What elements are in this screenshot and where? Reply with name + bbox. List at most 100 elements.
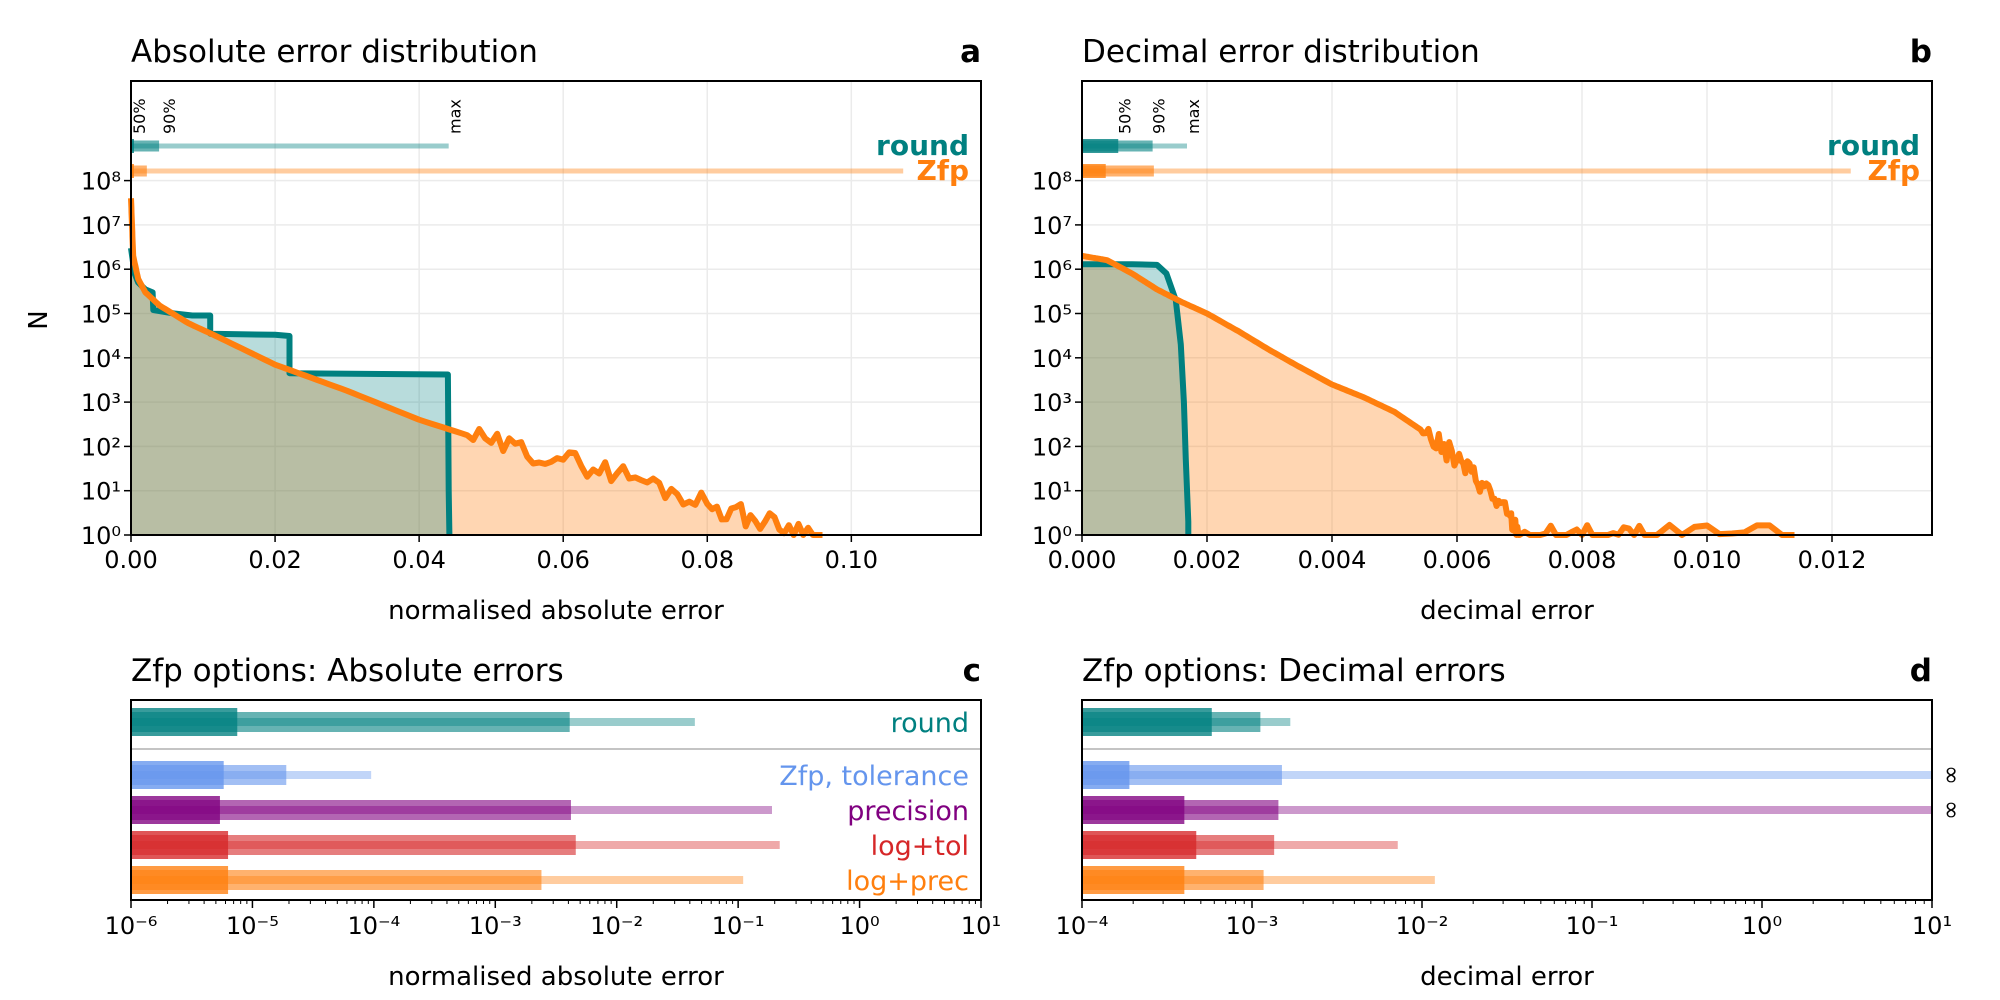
x-tick-label: 10⁰ [839, 912, 879, 940]
percentile-label: max [446, 99, 465, 134]
y-tick-label: 10⁷ [81, 212, 121, 240]
x-tick-label: 0.000 [1048, 546, 1117, 574]
percentile-label: 90% [160, 98, 179, 134]
panel-letter: c [963, 653, 981, 689]
round-area [131, 248, 450, 535]
infinity-mark: ∞ [1938, 765, 1966, 785]
panel-letter: b [1910, 34, 1932, 70]
x-tick-label: 10⁻¹ [712, 912, 765, 940]
y-tick-label: 10⁷ [1032, 212, 1072, 240]
plot-frame [130, 80, 982, 536]
plot-frame [1081, 699, 1933, 901]
y-tick-label: 10⁶ [81, 256, 121, 284]
bar-p50 [131, 708, 238, 736]
x-tick-label: 0.00 [104, 546, 157, 574]
bar-label: log+prec [846, 866, 969, 897]
x-tick-label: 10¹ [1912, 912, 1952, 940]
y-tick-label: 10³ [1032, 389, 1072, 417]
plot-frame [130, 699, 982, 901]
bar-p50 [1082, 761, 1130, 789]
panel-title: Absolute error distribution [131, 34, 538, 70]
x-tick-label: 0.04 [392, 546, 445, 574]
y-tick-label: 10¹ [1032, 478, 1072, 506]
bar-p50 [131, 866, 229, 894]
y-axis-label: N [24, 310, 54, 329]
x-tick-label: 0.002 [1173, 546, 1242, 574]
bar-p90 [131, 712, 570, 732]
y-tick-label: 10⁰ [1032, 522, 1072, 550]
zfp-p50-bar [1082, 164, 1106, 178]
bar-label: round [891, 708, 969, 739]
bar-p90 [1082, 765, 1282, 785]
percentile-label: 90% [1150, 98, 1169, 134]
x-axis-label: normalised absolute error [388, 962, 724, 992]
bar-p50 [131, 796, 220, 824]
x-tick-label: 0.06 [536, 546, 589, 574]
bar-p50 [1082, 866, 1185, 894]
bar-max [1082, 771, 1932, 779]
x-axis-label: normalised absolute error [388, 596, 724, 626]
panel-title: Zfp options: Decimal errors [1082, 653, 1506, 689]
zfp-area [1082, 255, 1795, 535]
y-tick-label: 10⁵ [1032, 301, 1072, 329]
y-tick-label: 10⁰ [81, 522, 121, 550]
bar-label: precision [847, 796, 969, 827]
x-tick-label: 0.012 [1798, 546, 1867, 574]
x-tick-label: 10⁻⁶ [105, 912, 158, 940]
y-tick-label: 10⁶ [1032, 256, 1072, 284]
x-tick-label: 10⁻⁵ [226, 912, 279, 940]
y-tick-label: 10⁴ [81, 345, 121, 373]
x-tick-label: 0.02 [248, 546, 301, 574]
round-area [1082, 264, 1189, 535]
y-tick-label: 10⁸ [81, 168, 121, 196]
bar-label: Zfp, tolerance [779, 761, 969, 792]
bar-max [1082, 806, 1932, 814]
zfp-p90-bar [1082, 165, 1154, 177]
legend-zfp: Zfp [916, 154, 969, 187]
x-tick-label: 0.08 [681, 546, 734, 574]
zfp-line [128, 198, 823, 538]
x-tick-label: 10⁻³ [1226, 912, 1279, 940]
x-tick-label: 10⁻³ [469, 912, 522, 940]
panel-c: round Zfp, tolerance precision log+tol log+p… [105, 653, 1002, 992]
panel-letter: a [960, 34, 981, 70]
x-tick-label: 0.006 [1423, 546, 1492, 574]
bar-p90 [131, 835, 576, 855]
bar-p50 [131, 831, 229, 859]
round-max-bar [131, 143, 449, 149]
x-tick-label: 10⁻² [1396, 912, 1449, 940]
legend-round: round [1827, 129, 1920, 162]
y-tick-label: 10⁵ [81, 301, 121, 329]
x-tick-label: 10¹ [961, 912, 1001, 940]
y-tick-label: 10¹ [81, 478, 121, 506]
bar-p50 [1082, 796, 1185, 824]
legend-round: round [876, 129, 969, 162]
x-tick-label: 10⁰ [1742, 912, 1782, 940]
x-tick-label: 0.008 [1548, 546, 1617, 574]
round-p90-bar [131, 140, 160, 152]
percentile-label: 50% [130, 98, 149, 134]
panel-title: Zfp options: Absolute errors [131, 653, 564, 689]
panel-d: ∞ ∞ 10⁻⁴ 10⁻³ 10⁻² 10⁻¹ 10⁰ 10¹ Zfp options: Dec… [1056, 653, 1966, 992]
panel-letter: d [1910, 653, 1932, 689]
legend-zfp: Zfp [1867, 154, 1920, 187]
x-axis-label: decimal error [1420, 962, 1594, 992]
x-axis-label: decimal error [1420, 596, 1594, 626]
zfp-line [1081, 252, 1795, 538]
zfp-area [131, 198, 823, 535]
x-tick-label: 10⁻⁴ [347, 912, 400, 940]
x-tick-label: 0.10 [825, 546, 878, 574]
zfp-max-bar [131, 168, 904, 174]
round-p50-bar [131, 139, 134, 153]
x-tick-label: 10⁻² [590, 912, 643, 940]
bar-p50 [1082, 708, 1212, 736]
y-tick-label: 10³ [81, 389, 121, 417]
x-tick-label: 0.004 [1298, 546, 1367, 574]
bar-p50 [1082, 831, 1197, 859]
y-tick-label: 10² [1032, 433, 1072, 461]
y-tick-label: 10⁴ [1032, 345, 1072, 373]
x-tick-label: 10⁻⁴ [1056, 912, 1109, 940]
bar-p90 [131, 870, 542, 890]
